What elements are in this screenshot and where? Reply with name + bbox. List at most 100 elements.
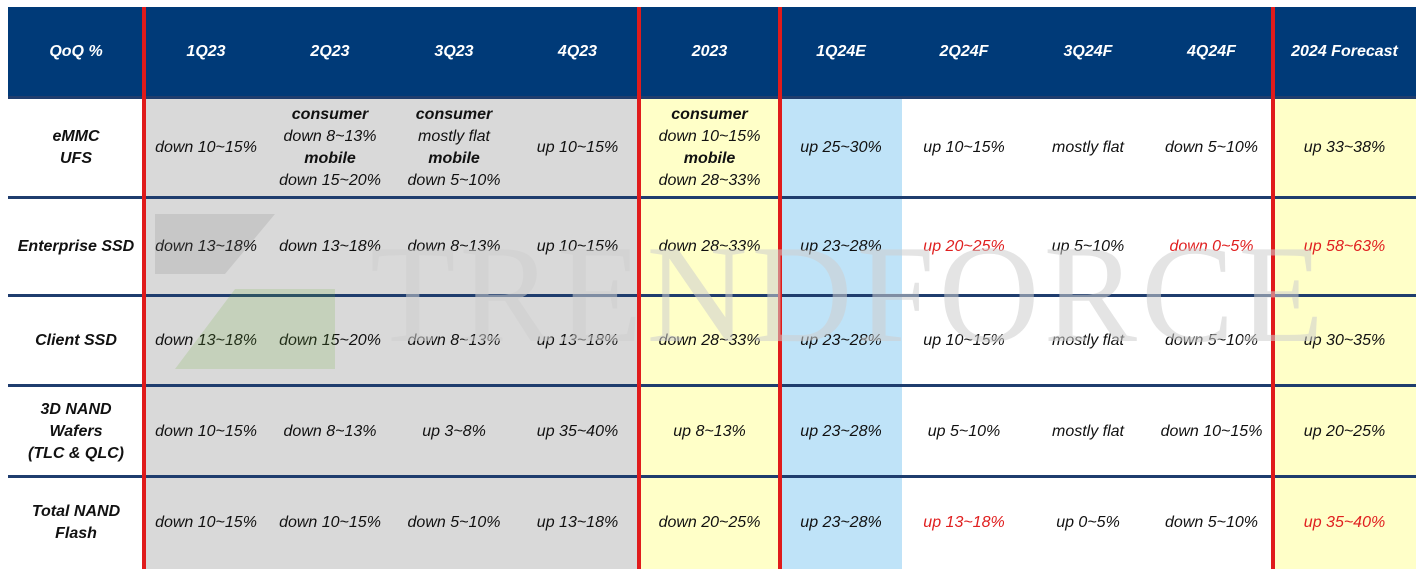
- table-cell: up 8~13%: [639, 386, 780, 477]
- table-cell: mostly flat: [1026, 296, 1150, 386]
- row-divider: [8, 475, 1416, 478]
- table-cell: up 35~40%: [1273, 477, 1416, 569]
- section-divider: [142, 7, 146, 569]
- cell-value: up 13~18%: [536, 514, 619, 531]
- row-label-line: Flash: [55, 525, 97, 542]
- column-header: 2023: [639, 7, 780, 97]
- table-cell: down 13~18%: [144, 296, 268, 386]
- table-cell: up 30~35%: [1273, 296, 1416, 386]
- column-header: 2Q23: [268, 7, 392, 97]
- table-cell: down 28~33%: [639, 198, 780, 296]
- cell-value: up 10~15%: [923, 332, 1005, 349]
- cell-value: down 0~5%: [1169, 238, 1254, 255]
- cell-value: up 13~18%: [536, 332, 619, 349]
- row-label-line: (TLC & QLC): [28, 444, 124, 462]
- table-cell: up 35~40%: [516, 386, 639, 477]
- table-cell: down 10~15%: [144, 386, 268, 477]
- cell-segment-label: consumer: [415, 105, 493, 123]
- table-cell: up 23~28%: [780, 296, 902, 386]
- cell-value: down 5~10%: [1165, 138, 1258, 156]
- column-header: 1Q23: [144, 7, 268, 97]
- row-label: eMMC UFS: [8, 97, 144, 198]
- cell-segment-label: mobile: [683, 149, 736, 167]
- table-cell: down 0~5%: [1150, 198, 1273, 296]
- cell-value: down 15~20%: [279, 332, 381, 349]
- row-label-line: eMMC: [52, 127, 100, 145]
- table-cell: down 13~18%: [268, 198, 392, 296]
- cell-value: down 28~33%: [658, 171, 761, 189]
- row-label: 3D NAND Wafers (TLC & QLC): [8, 386, 144, 477]
- cell-value: up 25~30%: [800, 138, 882, 156]
- table-cell: down 8~13%: [392, 198, 516, 296]
- column-header: 3Q24F: [1026, 7, 1150, 97]
- cell-segment-label: mobile: [304, 149, 356, 167]
- cell-value: up 3~8%: [422, 422, 486, 440]
- table-cell: down 5~10%: [1150, 477, 1273, 569]
- table-grid: QoQ % 1Q23 2Q23 3Q23 4Q23 2023 1Q24E 2Q24F 3Q24F…: [8, 7, 1416, 569]
- cell-value: down 5~10%: [407, 171, 501, 189]
- cell-value: up 30~35%: [1303, 332, 1386, 349]
- table-cell: down 13~18%: [144, 198, 268, 296]
- table-cell: down 20~25%: [639, 477, 780, 569]
- cell-value: up 10~15%: [536, 238, 619, 255]
- table-cell: up 13~18%: [516, 477, 639, 569]
- table-cell: up 20~25%: [902, 198, 1026, 296]
- cell-value: up 0~5%: [1056, 514, 1120, 531]
- table-cell: down 5~10%: [392, 477, 516, 569]
- cell-value: down 28~33%: [658, 332, 761, 349]
- row-label: Total NAND Flash: [8, 477, 144, 569]
- column-header: 4Q23: [516, 7, 639, 97]
- table-cell: mostly flat: [1026, 97, 1150, 198]
- cell-value: down 8~13%: [407, 332, 501, 349]
- cell-value: up 8~13%: [673, 422, 746, 440]
- cell-segment-label: mobile: [428, 149, 480, 167]
- cell-value: up 33~38%: [1303, 138, 1386, 156]
- cell-value: up 5~10%: [927, 422, 1001, 440]
- table-cell: down 5~10%: [1150, 97, 1273, 198]
- table-cell: up 33~38%: [1273, 97, 1416, 198]
- table-cell: up 25~30%: [780, 97, 902, 198]
- cell-value: down 13~18%: [155, 332, 257, 349]
- row-label-line: Client SSD: [35, 332, 117, 349]
- table-cell: up 13~18%: [516, 296, 639, 386]
- cell-value: down 8~13%: [283, 127, 377, 145]
- row-divider: [8, 384, 1416, 387]
- cell-value: down 10~15%: [155, 422, 257, 440]
- table-cell: up 3~8%: [392, 386, 516, 477]
- row-divider: [8, 294, 1416, 297]
- cell-segment-label: consumer: [671, 105, 748, 123]
- row-divider: [8, 196, 1416, 199]
- table-cell: up 20~25%: [1273, 386, 1416, 477]
- table-cell: down 10~15%: [144, 477, 268, 569]
- cell-value: down 8~13%: [407, 238, 501, 255]
- column-header: 2024 Forecast: [1273, 7, 1416, 97]
- cell-value: down 28~33%: [658, 238, 761, 255]
- cell-value: down 5~10%: [407, 514, 501, 531]
- cell-value: mostly flat: [417, 127, 490, 145]
- table-cell: down 8~13%: [392, 296, 516, 386]
- cell-value: down 15~20%: [279, 171, 381, 189]
- cell-value: down 10~15%: [155, 138, 257, 156]
- header-corner-label: QoQ %: [8, 7, 144, 97]
- table-cell: down 28~33%: [639, 296, 780, 386]
- table-cell: up 23~28%: [780, 198, 902, 296]
- table-cell: consumer down 8~13% mobile down 15~20%: [268, 97, 392, 198]
- cell-value: mostly flat: [1051, 138, 1124, 156]
- table-cell: up 10~15%: [516, 198, 639, 296]
- table-cell: mostly flat: [1026, 386, 1150, 477]
- cell-value: down 20~25%: [658, 514, 761, 531]
- table-cell: up 10~15%: [902, 97, 1026, 198]
- table-cell: down 10~15%: [144, 97, 268, 198]
- trendforce-watermark-text: TRENDFORCE: [370, 217, 1328, 372]
- cell-value: up 10~15%: [536, 138, 619, 156]
- cell-value: down 5~10%: [1165, 332, 1258, 349]
- column-header: 1Q24E: [780, 7, 902, 97]
- table-cell: down 15~20%: [268, 296, 392, 386]
- cell-value: up 35~40%: [536, 422, 619, 440]
- cell-segment-label: consumer: [291, 105, 369, 123]
- section-divider: [637, 7, 641, 569]
- section-divider: [778, 7, 782, 569]
- cell-value: down 10~15%: [279, 514, 381, 531]
- table-cell: down 10~15%: [1150, 386, 1273, 477]
